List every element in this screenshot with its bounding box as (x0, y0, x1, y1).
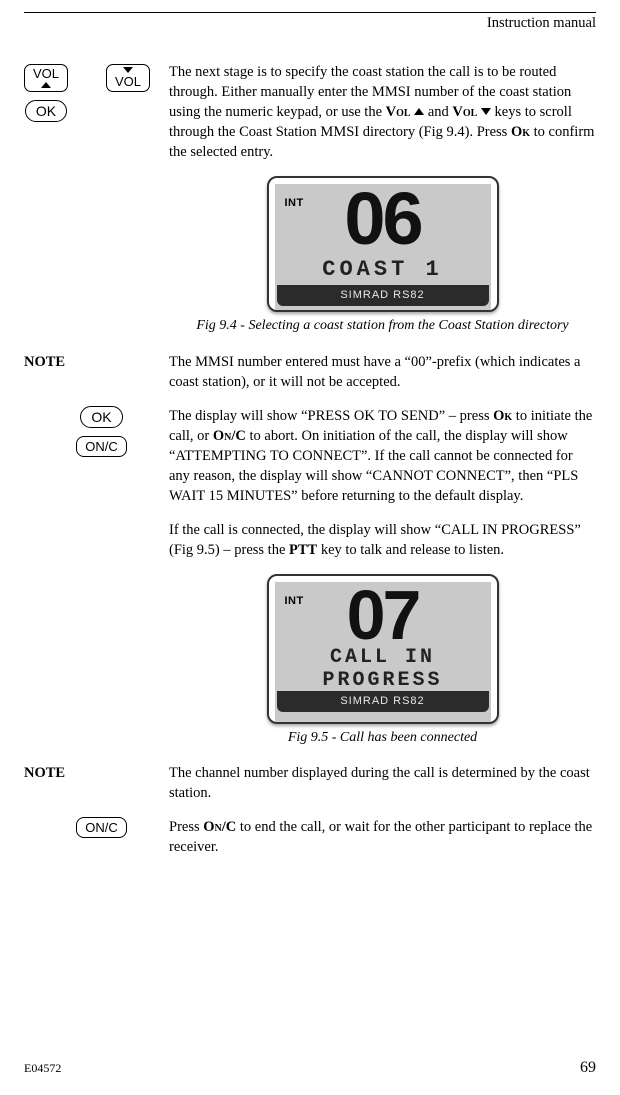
paragraph-2: The display will show “PRESS OK TO SEND”… (169, 406, 596, 506)
paragraph-3: If the call is connected, the display wi… (169, 520, 596, 560)
note-label: NOTE (24, 765, 161, 782)
lcd-display-1: INT 06 COAST 1 SIMRAD RS82 (267, 176, 499, 312)
paragraph-1: The next stage is to specify the coast s… (169, 62, 596, 162)
lcd-brand-label: SIMRAD RS82 (277, 691, 489, 712)
figure-caption-2: Fig 9.5 - Call has been connected (169, 728, 596, 747)
note-1-text: The MMSI number entered must have a “00”… (169, 352, 596, 392)
header-title: Instruction manual (24, 15, 596, 32)
onc-key: ON/C (76, 817, 127, 838)
doc-code: E04572 (24, 1061, 61, 1076)
ok-key-label: OK (91, 410, 111, 424)
lcd-text-line: COAST 1 (283, 255, 483, 285)
onc-key: ON/C (76, 436, 127, 457)
paragraph-4: Press On/C to end the call, or wait for … (169, 817, 596, 857)
vol-up-key: VOL (24, 64, 68, 92)
vol-down-key: VOL (106, 64, 150, 92)
lcd-channel-number: 07 (283, 586, 483, 646)
lcd-display-2: INT 07 CALL IN PROGRESS SIMRAD RS82 (267, 574, 499, 724)
triangle-up-icon (41, 82, 51, 88)
lcd-brand-label: SIMRAD RS82 (277, 285, 489, 306)
page-footer: E04572 69 (24, 1059, 596, 1077)
note-2-text: The channel number displayed during the … (169, 763, 596, 803)
onc-key-label: ON/C (85, 440, 118, 453)
lcd-text-line-1: CALL IN (283, 647, 483, 668)
lcd-int-label: INT (285, 594, 304, 609)
note-label: NOTE (24, 354, 161, 371)
onc-key-label: ON/C (85, 821, 118, 834)
header-rule (24, 12, 596, 13)
ok-key-label: OK (36, 104, 56, 118)
page-number: 69 (580, 1059, 596, 1077)
lcd-text-line-2: PROGRESS (283, 670, 483, 691)
triangle-down-icon (481, 108, 491, 115)
figure-caption-1: Fig 9.4 - Selecting a coast station from… (169, 316, 596, 335)
lcd-channel-number: 06 (283, 188, 483, 251)
vol-keys-group: VOL OK VOL (24, 64, 161, 122)
triangle-up-icon (414, 108, 424, 115)
vol-key-label: VOL (115, 75, 141, 88)
triangle-down-icon (123, 67, 133, 73)
ok-key: OK (80, 406, 122, 428)
lcd-int-label: INT (285, 196, 304, 211)
ok-key: OK (25, 100, 67, 122)
vol-key-label: VOL (33, 67, 59, 80)
